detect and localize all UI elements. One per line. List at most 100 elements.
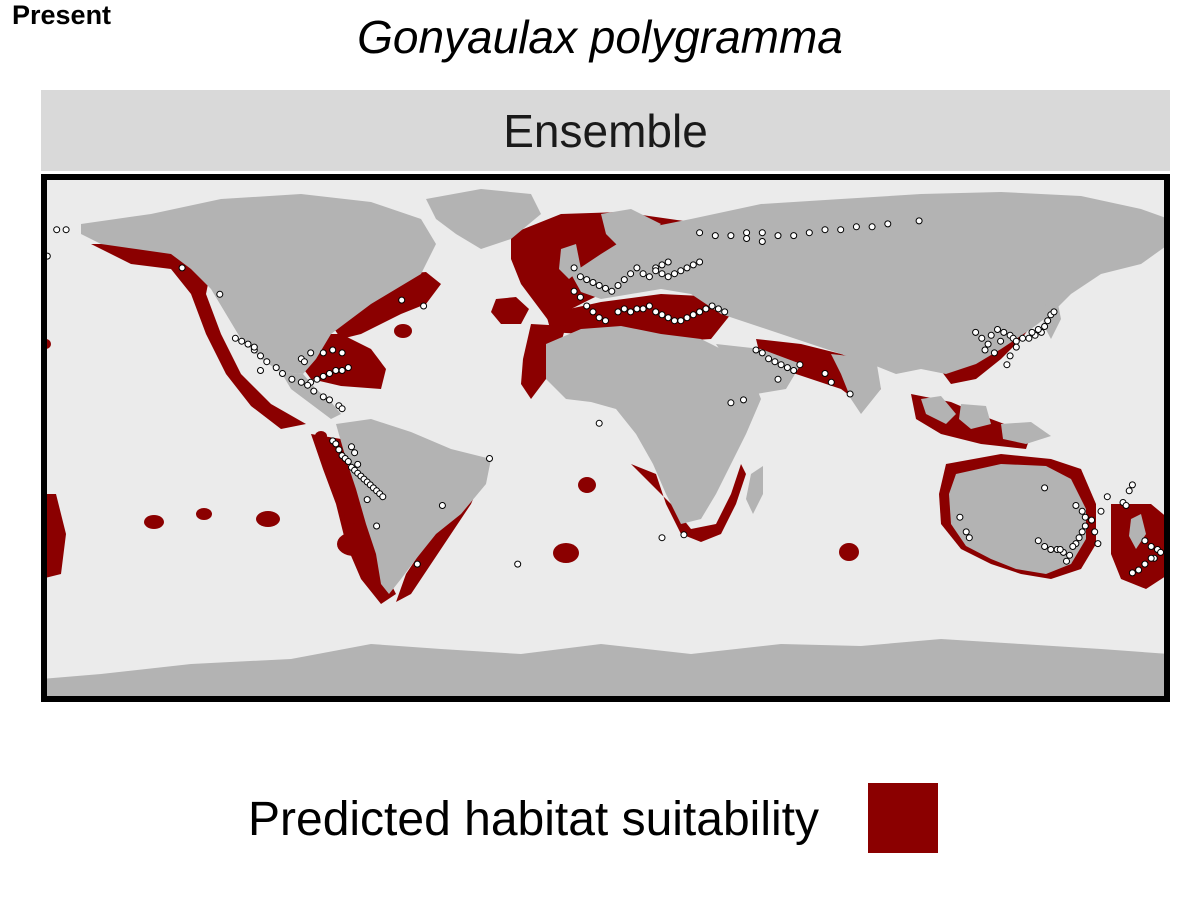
occurrence-point bbox=[671, 317, 678, 325]
occurrence-point bbox=[740, 396, 747, 404]
occurrence-point bbox=[777, 361, 785, 369]
suitable-south-africa bbox=[631, 464, 746, 542]
occurrence-point bbox=[1141, 560, 1149, 568]
occurrence-point bbox=[627, 270, 635, 278]
occurrence-point bbox=[438, 502, 446, 509]
occurrence-point bbox=[332, 440, 340, 448]
occurrence-point bbox=[978, 334, 986, 342]
occurrence-point bbox=[1072, 502, 1080, 509]
occurrence-point bbox=[344, 364, 352, 372]
occurrence-point bbox=[1000, 328, 1008, 336]
occurrence-point bbox=[658, 311, 666, 319]
occurrence-point bbox=[1075, 534, 1083, 542]
occurrence-point bbox=[1135, 566, 1143, 574]
land-europe-asia bbox=[571, 192, 1169, 374]
occurrence-point bbox=[981, 346, 989, 354]
occurrence-point bbox=[1041, 323, 1049, 330]
occurrence-point bbox=[994, 326, 1001, 333]
occurrence-point bbox=[765, 355, 773, 363]
occurrence-point bbox=[602, 317, 609, 325]
occurrence-point bbox=[915, 217, 923, 225]
occurrence-point bbox=[332, 367, 340, 374]
occurrence-point bbox=[990, 349, 998, 357]
suitable-island-7 bbox=[839, 543, 859, 561]
period-label: Present bbox=[12, 0, 112, 30]
occurrence-point bbox=[664, 314, 672, 322]
occurrence-point bbox=[570, 264, 578, 272]
occurrence-point bbox=[1097, 507, 1105, 515]
occurrence-point bbox=[984, 340, 992, 348]
occurrence-point bbox=[821, 370, 829, 377]
occurrence-point bbox=[329, 346, 337, 354]
occurrence-point bbox=[956, 513, 964, 521]
occurrence-point bbox=[486, 455, 493, 462]
suitable-island-8 bbox=[394, 324, 412, 338]
occurrence-point bbox=[771, 358, 779, 366]
occurrence-point bbox=[1003, 361, 1011, 369]
occurrence-point bbox=[837, 226, 845, 234]
occurrence-point bbox=[300, 358, 308, 366]
occurrence-point bbox=[620, 276, 628, 284]
occurrence-point bbox=[702, 305, 710, 313]
occurrence-point bbox=[373, 522, 381, 530]
suitable-island-1 bbox=[144, 515, 164, 529]
occurrence-point bbox=[1012, 337, 1020, 345]
occurrence-point bbox=[310, 387, 318, 395]
occurrence-point bbox=[319, 372, 327, 380]
occurrence-point bbox=[1044, 317, 1052, 325]
occurrence-point bbox=[319, 349, 327, 357]
occurrence-point bbox=[987, 331, 995, 339]
occurrence-point bbox=[1063, 557, 1070, 565]
occurrence-point bbox=[257, 367, 264, 374]
occurrence-point bbox=[711, 232, 719, 240]
occurrence-point bbox=[633, 305, 641, 313]
suitable-east-atlantic-blob bbox=[491, 297, 529, 324]
land-greenland bbox=[426, 189, 541, 249]
occurrence-point bbox=[1034, 537, 1042, 545]
occurrence-point bbox=[1091, 528, 1099, 536]
land-central-america bbox=[281, 372, 341, 419]
occurrence-point bbox=[639, 270, 647, 278]
occurrence-point bbox=[1025, 334, 1033, 342]
occurrence-point bbox=[783, 364, 791, 372]
occurrence-point bbox=[1081, 513, 1089, 521]
occurrence-point bbox=[1078, 528, 1086, 536]
land-new-guinea bbox=[1001, 422, 1051, 444]
occurrence-point bbox=[583, 276, 591, 284]
occurrence-point bbox=[683, 314, 691, 322]
occurrence-point bbox=[595, 314, 603, 322]
occurrence-point bbox=[602, 284, 609, 292]
occurrence-point bbox=[721, 308, 729, 316]
occurrence-point bbox=[1034, 326, 1042, 333]
occurrence-point bbox=[677, 267, 685, 275]
occurrence-point bbox=[758, 238, 766, 245]
occurrence-point bbox=[683, 264, 691, 272]
occurrence-point bbox=[1128, 569, 1136, 577]
occurrence-point bbox=[758, 229, 766, 237]
occurrence-point bbox=[304, 381, 312, 389]
land-layer bbox=[41, 189, 1169, 702]
occurrence-point bbox=[846, 390, 854, 398]
occurrence-point bbox=[1088, 516, 1096, 524]
occurrence-point bbox=[319, 393, 327, 401]
occurrence-point bbox=[244, 340, 252, 348]
panel-label: Ensemble bbox=[503, 104, 708, 157]
occurrence-point bbox=[338, 349, 346, 357]
occurrence-point bbox=[1078, 507, 1086, 515]
occurrence-point bbox=[696, 308, 704, 316]
occurrence-point bbox=[420, 302, 428, 310]
occurrence-point bbox=[614, 282, 622, 289]
land-madagascar bbox=[746, 466, 763, 514]
occurrence-point bbox=[790, 232, 798, 240]
occurrence-point bbox=[708, 302, 716, 310]
occurrence-point bbox=[413, 560, 421, 568]
occurrence-point bbox=[62, 226, 70, 234]
occurrence-point bbox=[257, 352, 264, 360]
occurrence-point bbox=[965, 534, 973, 542]
occurrence-point bbox=[250, 343, 258, 351]
occurrence-point bbox=[696, 229, 704, 237]
suitable-island-10 bbox=[315, 431, 327, 441]
occurrence-point bbox=[827, 378, 835, 386]
occurrence-point bbox=[589, 308, 597, 316]
occurrence-point bbox=[354, 460, 362, 468]
